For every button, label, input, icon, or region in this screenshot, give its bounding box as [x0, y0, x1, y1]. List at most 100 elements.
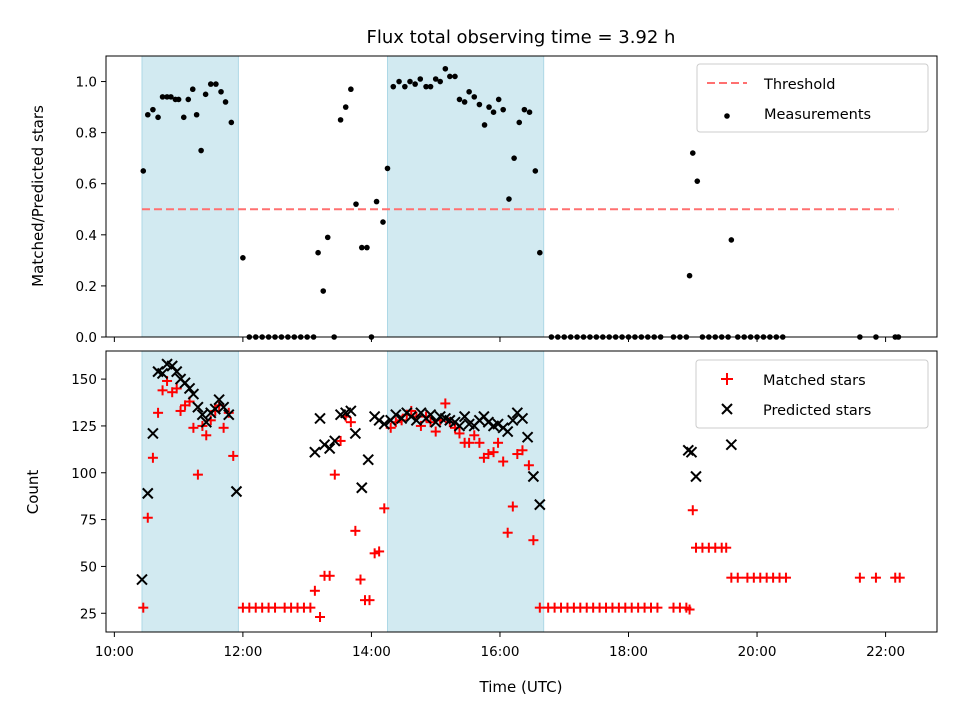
top-legend: Threshold Measurements [696, 63, 929, 133]
predicted-star-stroke [230, 485, 243, 498]
predicted-star-point [534, 498, 546, 511]
measurement-point [189, 86, 196, 93]
bottom-x-ticks: 10:00 12:00 14:00 16:00 18:00 20:00 22:00 [95, 632, 905, 660]
measurement-point [202, 91, 209, 98]
matched-star-point [188, 422, 199, 433]
predicted-star-stroke [192, 401, 204, 413]
predicted-star-stroke [439, 412, 452, 425]
predicted-star-stroke [196, 408, 209, 421]
predicted-star-stroke [213, 393, 225, 406]
top-x-ticks [113, 337, 887, 342]
top-y-ticks: 0.0 0.2 0.4 0.6 0.8 1.0 [76, 75, 106, 346]
matched-star-point [430, 426, 441, 437]
measurement-point [471, 94, 478, 100]
matched-star-point [454, 428, 465, 439]
measurement-point [348, 86, 354, 93]
measurement-point [495, 96, 502, 103]
predicted-star-point [345, 405, 357, 417]
predicted-star-stroke [217, 401, 230, 413]
predicted-star-point [521, 431, 534, 443]
matched-star-point [157, 385, 168, 396]
predicted-star-stroke [200, 416, 212, 428]
measurement-point [442, 65, 449, 72]
predicted-star-stroke [424, 408, 437, 421]
y-tick-label: 0.0 [76, 330, 97, 346]
measurement-point [353, 201, 359, 207]
matched-star-point [721, 542, 732, 553]
measurement-point [228, 119, 235, 126]
predicted-star-stroke [183, 382, 196, 395]
measurement-point [324, 234, 331, 241]
predicted-star-point [685, 446, 698, 458]
predicted-star-stroke [458, 410, 471, 423]
matched-star-point [201, 430, 212, 441]
predicted-star-point [213, 393, 225, 406]
measurements-legend-label: Measurements [764, 107, 871, 123]
predicted-legend-label: Predicted stars [763, 403, 871, 419]
measurement-point [728, 237, 735, 243]
predicted-star-point [192, 401, 204, 413]
predicted-star-stroke [329, 435, 341, 447]
predicted-star-stroke [345, 405, 357, 417]
matched-star-point [507, 501, 518, 512]
matched-star-point [329, 469, 340, 480]
matched-star-point [732, 572, 743, 583]
predicted-star-point [424, 408, 437, 421]
predicted-star-stroke [147, 427, 159, 440]
bottom-legend: Matched stars Predicted stars [695, 359, 929, 429]
predicted-star-point [507, 414, 519, 427]
predicted-star-stroke [410, 414, 423, 427]
chart-title: Flux total observing time = 3.92 h [367, 27, 676, 48]
measurement-point [175, 96, 182, 103]
y-tick-label: 0.6 [76, 177, 97, 193]
measurements-legend-swatch [724, 113, 730, 119]
predicted-star-point [453, 420, 466, 432]
measurement-point [437, 78, 443, 85]
predicted-star-point [200, 416, 212, 428]
measurement-point [466, 88, 472, 95]
predicted-star-point [362, 453, 374, 466]
measurement-point [490, 109, 497, 115]
predicted-star-stroke [223, 408, 235, 421]
predicted-star-point [516, 412, 529, 425]
top-y-axis-label: Matched/Predicted stars [29, 105, 47, 287]
x-axis-label: Time (UTC) [479, 678, 563, 696]
predicted-star-stroke [478, 410, 490, 423]
predicted-star-point [356, 482, 368, 494]
predicted-star-point [378, 418, 390, 430]
predicted-star-stroke [142, 487, 154, 500]
matched-star-point [523, 460, 534, 471]
measurement-point [198, 147, 204, 154]
measurement-point [185, 96, 192, 103]
measurement-point [140, 168, 147, 174]
measurement-point [521, 106, 528, 113]
predicted-star-stroke [501, 425, 514, 438]
matched-star-point [324, 570, 335, 581]
measurement-point [207, 81, 214, 87]
bottom-legend-box [695, 359, 929, 429]
matched-star-point [153, 407, 164, 418]
measurement-point [320, 288, 327, 294]
measurement-point [396, 78, 402, 85]
ratio-panel: 0.0 0.2 0.4 0.6 0.8 1.0 Matched/Predicted sta… [29, 55, 938, 346]
predicted-star-stroke [136, 573, 148, 586]
measurement-point [447, 73, 453, 80]
matched-star-point [528, 535, 539, 546]
matched-star-point [687, 505, 698, 516]
measurement-point [506, 196, 512, 202]
measurement-point [384, 165, 391, 172]
x-tick-label: 14:00 [352, 644, 391, 660]
matched-star-point [379, 503, 390, 514]
measurement-point [417, 76, 424, 82]
y-tick-label: 100 [71, 466, 97, 482]
predicted-star-stroke [453, 420, 466, 432]
measurement-point [476, 101, 483, 108]
predicted-star-point [458, 410, 471, 423]
measurement-point [516, 119, 523, 126]
predicted-star-point [410, 414, 423, 427]
bottom-axes-frame [105, 350, 938, 633]
measurement-point [689, 150, 696, 156]
measurement-point [159, 94, 166, 100]
matched-star-point [440, 398, 451, 409]
matched-star-point [270, 602, 281, 613]
